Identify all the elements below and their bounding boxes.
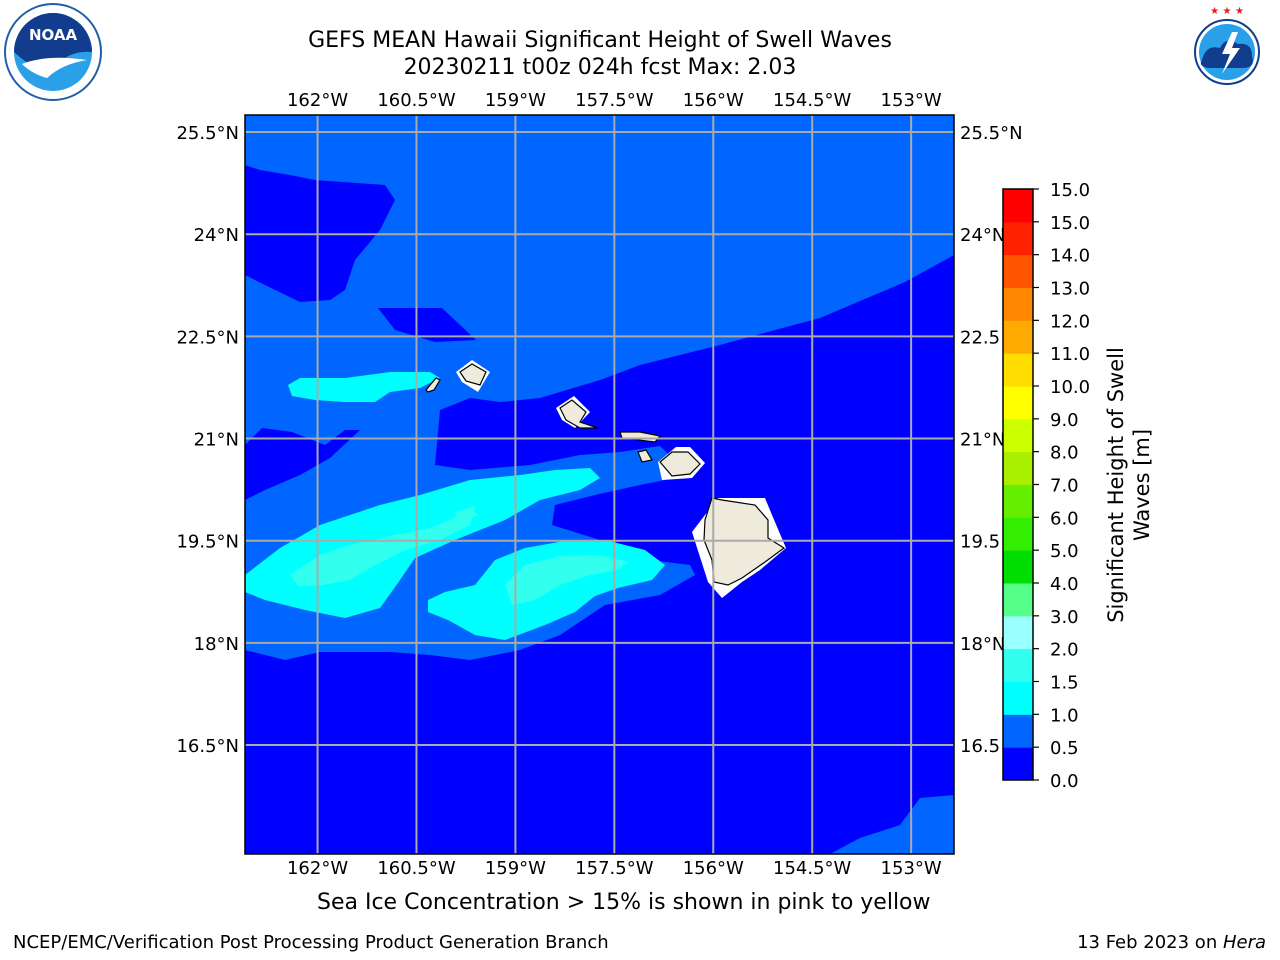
colorbar-swatch bbox=[1003, 353, 1033, 387]
nws-ring-text: ★ ★ ★ bbox=[1210, 6, 1244, 17]
colorbar-tick-label: 9.0 bbox=[1050, 410, 1079, 431]
swell-contour-mid-north bbox=[288, 372, 440, 402]
lon-label-bottom: 160.5°W bbox=[377, 858, 456, 879]
lon-label-bottom: 156°W bbox=[683, 858, 744, 879]
swell-contour-high-patch bbox=[455, 508, 478, 522]
colorbar-tick-label: 8.0 bbox=[1050, 443, 1079, 464]
colorbar: 0.0 0.5 1.0 1.5 2.0 3.0 4.0 5.0 6.0 7.0 8.0 9.0 10.0… bbox=[1002, 180, 1090, 792]
colorbar-swatch bbox=[1003, 451, 1033, 485]
colorbar-swatch bbox=[1003, 221, 1033, 256]
lon-label-top: 154.5°W bbox=[773, 90, 852, 111]
lat-label-right: 24°N bbox=[960, 225, 1005, 246]
lat-label-left: 21°N bbox=[194, 430, 239, 451]
colorbar-label-line2: Waves [m] bbox=[1130, 429, 1154, 541]
colorbar-tick-label: 13.0 bbox=[1050, 279, 1090, 300]
lat-label-right: 19.5 bbox=[960, 532, 1000, 553]
lon-label-bottom: 157.5°W bbox=[575, 858, 654, 879]
colorbar-swatch bbox=[1003, 550, 1033, 584]
lon-label-top: 159°W bbox=[485, 90, 546, 111]
colorbar-swatch bbox=[1003, 320, 1033, 354]
lon-label-top: 162°W bbox=[287, 90, 348, 111]
lon-label-bottom: 159°W bbox=[485, 858, 546, 879]
footer-credit: NCEP/EMC/Verification Post Processing Pr… bbox=[13, 932, 609, 953]
maui-island bbox=[659, 451, 701, 477]
graticule bbox=[245, 115, 954, 854]
colorbar-tick-label: 6.0 bbox=[1050, 508, 1079, 529]
swell-field bbox=[245, 115, 954, 854]
colorbar-swatch bbox=[1003, 583, 1033, 617]
swell-contour-low-channel bbox=[378, 308, 476, 342]
axis-ticks: 162°W 162°W 160.5°W 160.5°W 159°W 159°W 157.5°… bbox=[176, 90, 1022, 879]
swell-contour-high-west bbox=[290, 505, 475, 586]
colorbar-swatch bbox=[1003, 681, 1033, 715]
footer-timestamp: 13 Feb 2023 on Hera bbox=[1077, 932, 1266, 953]
colorbar-swatch bbox=[1003, 287, 1033, 321]
colorbar-tick-label: 4.0 bbox=[1050, 574, 1079, 595]
lat-label-left: 22.5°N bbox=[176, 327, 239, 348]
swell-contour-low-west bbox=[245, 428, 360, 500]
colorbar-tick-label-top: 15.0 bbox=[1050, 180, 1090, 201]
colorbar-tick-label: 11.0 bbox=[1050, 344, 1090, 365]
map-frame bbox=[244, 114, 955, 855]
colorbar-tick-label: 14.0 bbox=[1050, 246, 1090, 267]
lon-label-top: 160.5°W bbox=[377, 90, 456, 111]
lon-label-bottom: 162°W bbox=[287, 858, 348, 879]
lat-label-left: 25.5°N bbox=[176, 123, 239, 144]
colorbar-swatch bbox=[1003, 189, 1033, 223]
colorbar-label-line1: Significant Height of Swell bbox=[1104, 347, 1128, 623]
niihau-island bbox=[425, 377, 441, 393]
lat-label-left: 16.5°N bbox=[176, 736, 239, 757]
colorbar-tick-label: 10.0 bbox=[1050, 377, 1090, 398]
lat-label-right: 22.5 bbox=[960, 327, 1000, 348]
colorbar-tick-label: 1.0 bbox=[1050, 705, 1079, 726]
swell-contour-high-south bbox=[505, 555, 628, 605]
lon-label-top: 157.5°W bbox=[575, 90, 654, 111]
colorbar-swatch bbox=[1003, 517, 1033, 551]
colorbar-swatch bbox=[1003, 386, 1033, 420]
colorbar-swatch bbox=[1003, 747, 1033, 781]
noaa-logo-text: NOAA bbox=[29, 26, 78, 44]
colorbar-tick-label: 2.0 bbox=[1050, 640, 1079, 661]
colorbar-tick-label: 5.0 bbox=[1050, 541, 1079, 562]
lat-label-right: 16.5 bbox=[960, 736, 1000, 757]
colorbar-tick-label: 0.5 bbox=[1050, 738, 1079, 759]
kauai-island bbox=[459, 363, 487, 386]
nws-logo: ★ ★ ★ bbox=[1180, 5, 1274, 99]
colorbar-swatch bbox=[1003, 418, 1033, 453]
sea-ice-note: Sea Ice Concentration > 15% is shown in … bbox=[317, 890, 931, 915]
lon-label-bottom: 154.5°W bbox=[773, 858, 852, 879]
lat-label-right: 25.5°N bbox=[960, 123, 1023, 144]
footer-machine: Hera bbox=[1222, 932, 1266, 953]
colorbar-tick-label: 3.0 bbox=[1050, 607, 1079, 628]
lon-label-bottom: 153°W bbox=[881, 858, 942, 879]
colorbar-swatch bbox=[1003, 714, 1033, 748]
lat-label-right: 21°N bbox=[960, 430, 1005, 451]
colorbar-tick-label: 12.0 bbox=[1050, 311, 1090, 332]
footer-date: 13 Feb 2023 on bbox=[1077, 932, 1223, 953]
lat-label-left: 24°N bbox=[194, 225, 239, 246]
chart-subtitle: 20230211 t00z 024h fcst Max: 2.03 bbox=[403, 55, 797, 80]
lat-label-left: 19.5°N bbox=[176, 532, 239, 553]
chart-title: GEFS MEAN Hawaii Significant Height of S… bbox=[308, 28, 892, 53]
swell-contour-low-east bbox=[245, 255, 954, 854]
lon-label-top: 156°W bbox=[683, 90, 744, 111]
lat-label-left: 18°N bbox=[194, 634, 239, 655]
colorbar-tick-label: 15.0 bbox=[1050, 213, 1090, 234]
colorbar-swatch bbox=[1003, 648, 1033, 682]
colorbar-tick-label: 0.0 bbox=[1050, 771, 1079, 792]
lat-label-right: 18°N bbox=[960, 634, 1005, 655]
colorbar-swatch bbox=[1003, 254, 1033, 288]
noaa-logo: NOAA bbox=[4, 3, 102, 101]
lanai-island bbox=[637, 449, 653, 463]
colorbar-swatch bbox=[1003, 484, 1033, 518]
colorbar-swatch bbox=[1003, 615, 1033, 650]
oahu-island bbox=[559, 399, 599, 429]
colorbar-tick-label: 1.5 bbox=[1050, 673, 1079, 694]
colorbar-tick-label: 7.0 bbox=[1050, 476, 1079, 497]
lon-label-top: 153°W bbox=[881, 90, 942, 111]
